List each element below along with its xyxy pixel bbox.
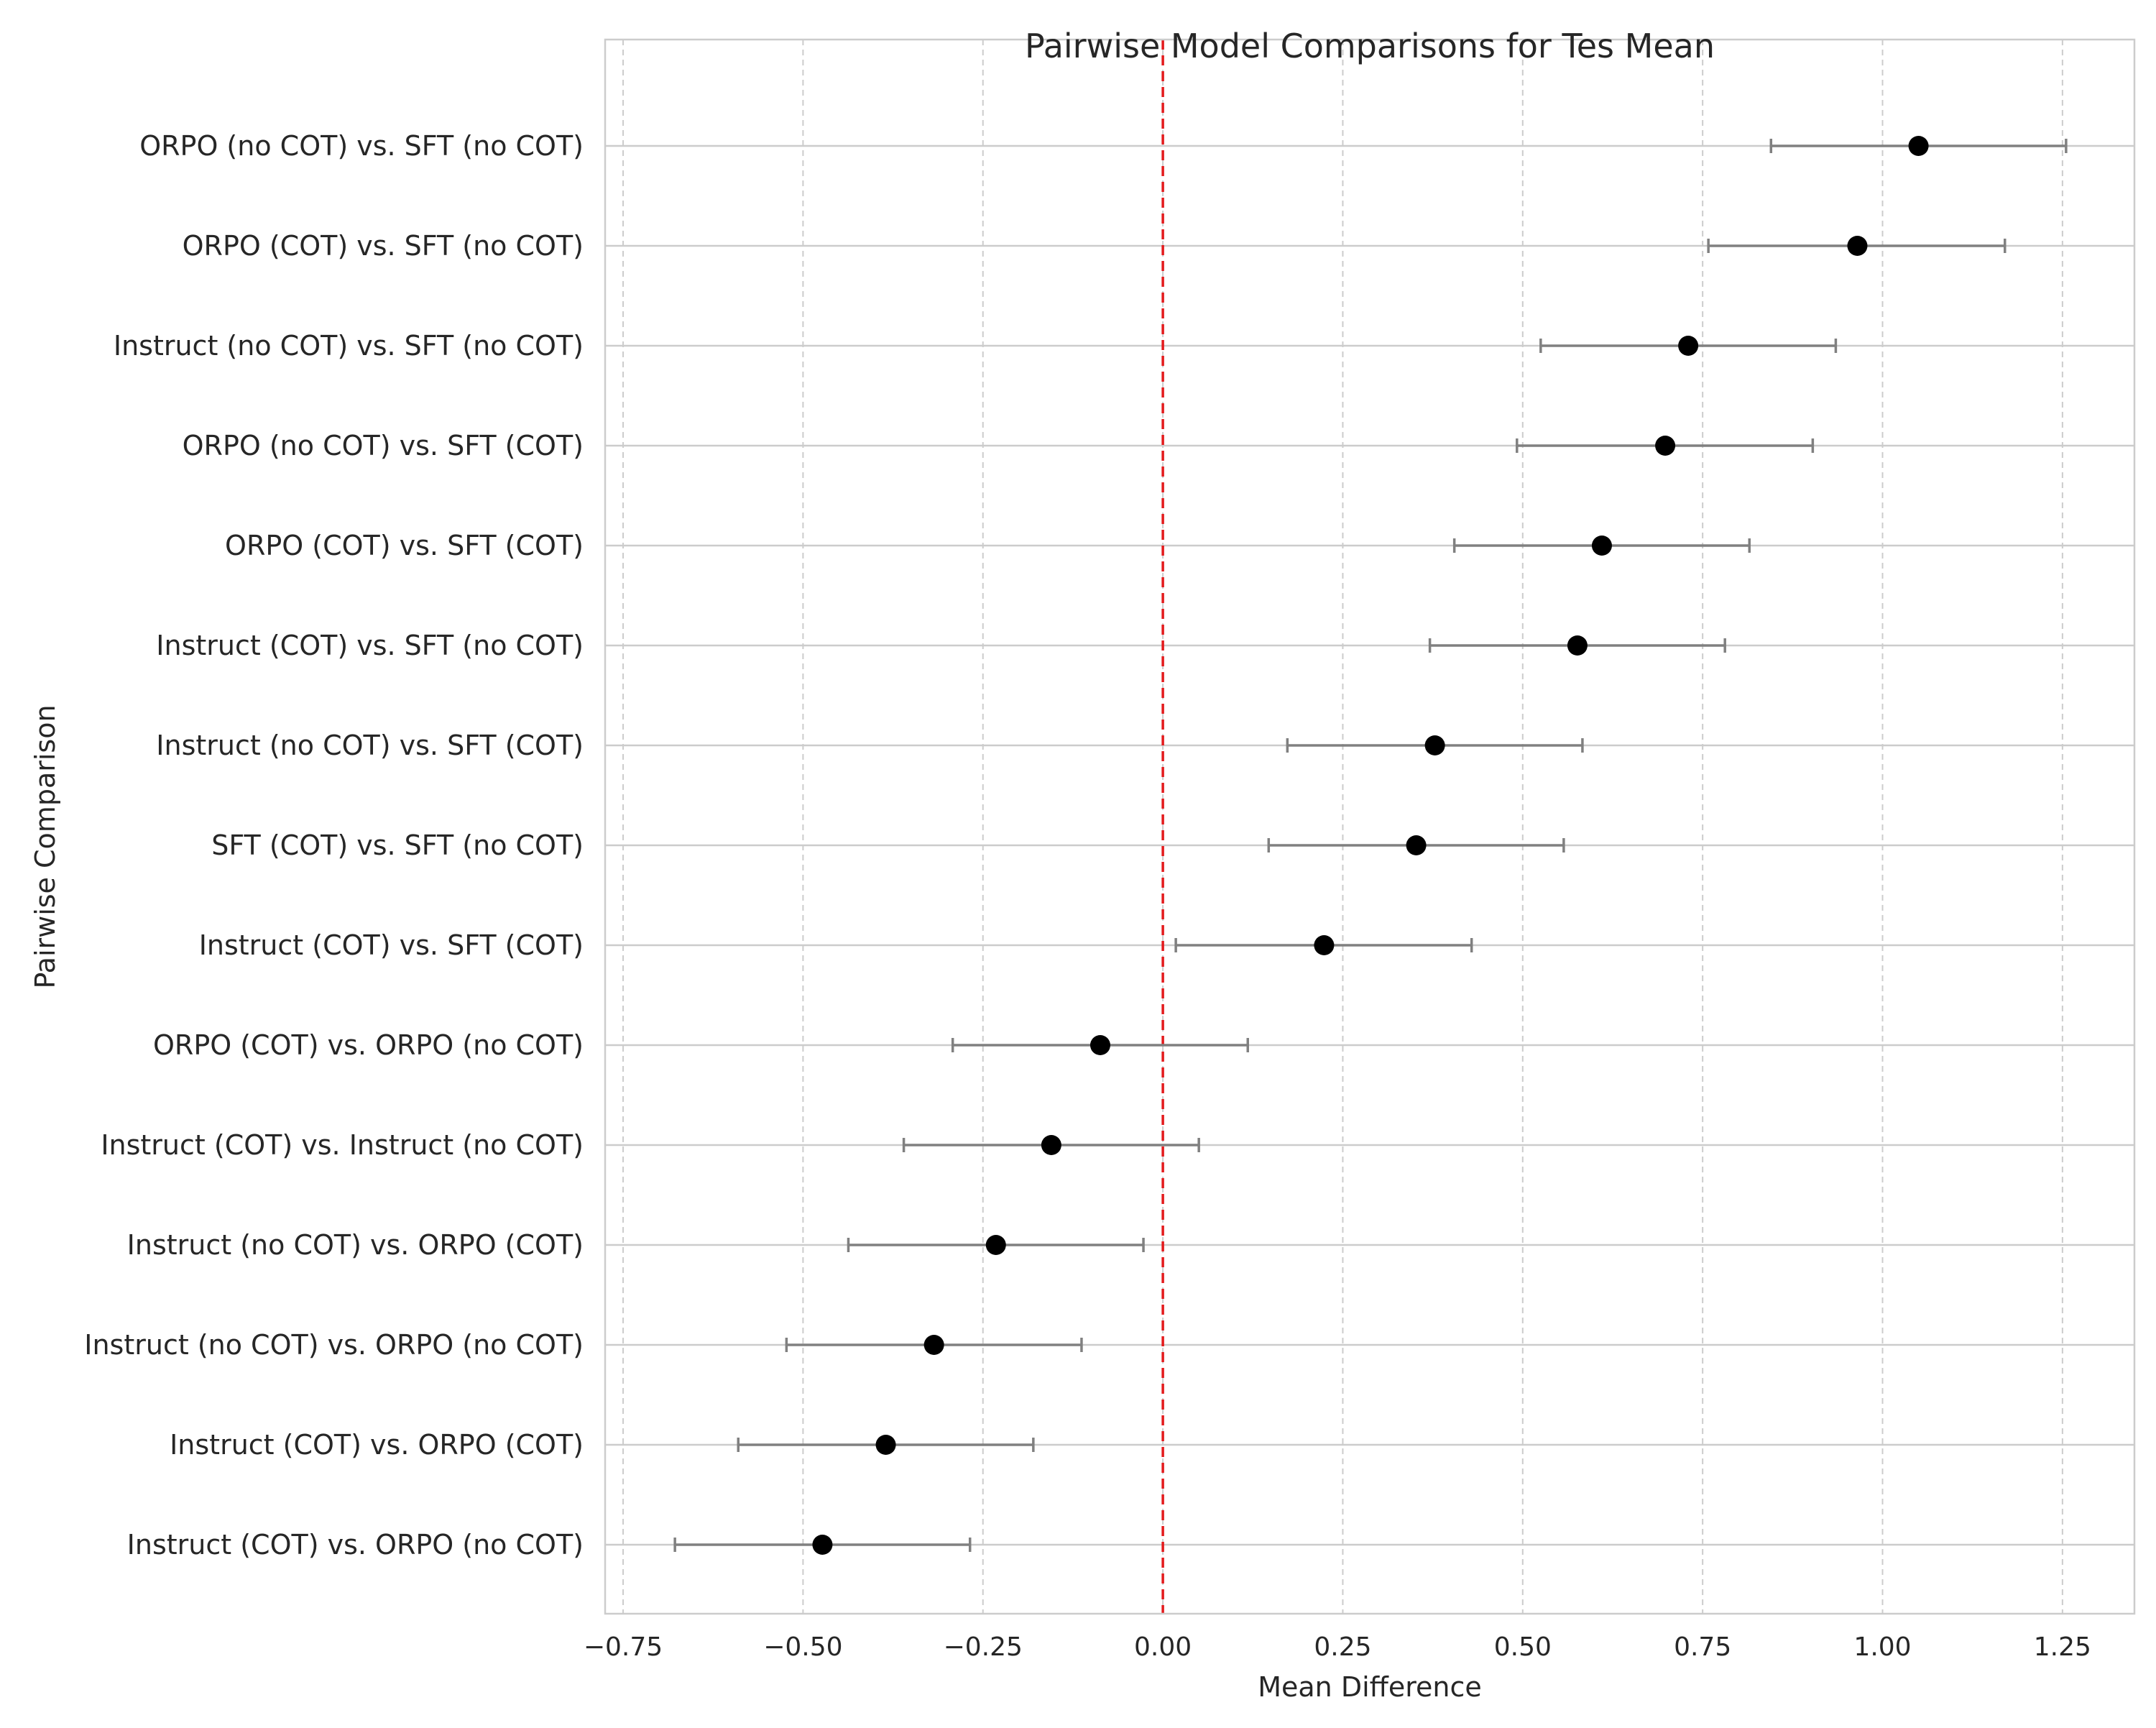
data-point	[812, 1535, 833, 1555]
y-tick-label: ORPO (no COT) vs. SFT (no COT)	[139, 130, 584, 162]
data-layer	[673, 136, 2068, 1555]
x-tick-label: 0.50	[1494, 1632, 1552, 1662]
data-point	[1678, 336, 1699, 356]
data-point	[1591, 536, 1612, 556]
y-tick-label: ORPO (COT) vs. ORPO (no COT)	[153, 1029, 584, 1061]
x-tick-label: 0.75	[1674, 1632, 1731, 1662]
y-tick-label: ORPO (COT) vs. SFT (no COT)	[183, 230, 584, 262]
data-point	[923, 1335, 944, 1355]
y-tick-label: ORPO (no COT) vs. SFT (COT)	[183, 430, 584, 461]
data-point	[1847, 236, 1868, 256]
y-tick-label: Instruct (COT) vs. Instruct (no COT)	[101, 1129, 584, 1161]
data-point	[875, 1435, 896, 1455]
x-tick-label: 1.25	[2034, 1632, 2091, 1662]
chart-title: Pairwise Model Comparisons for Tes Mean	[1025, 27, 1715, 65]
y-tick-label: Instruct (COT) vs. ORPO (COT)	[170, 1429, 584, 1461]
y-tick-label: SFT (COT) vs. SFT (no COT)	[211, 829, 584, 861]
x-axis-label: Mean Difference	[1258, 1671, 1482, 1703]
x-tick-label: 1.00	[1853, 1632, 1911, 1662]
x-tick-label: 0.25	[1314, 1632, 1371, 1662]
label-layer: −0.75 −0.50 −0.25 0.00 0.25 0.50 0.75 1.00 1.25 O…	[84, 130, 2091, 1662]
x-tick-label: −0.75	[584, 1632, 663, 1662]
y-tick-label: Instruct (COT) vs. ORPO (no COT)	[127, 1529, 584, 1561]
y-tick-label: Instruct (no COT) vs. ORPO (COT)	[127, 1229, 584, 1261]
x-tick-label: −0.50	[763, 1632, 842, 1662]
x-tick-label: 0.00	[1134, 1632, 1192, 1662]
y-tick-label: ORPO (COT) vs. SFT (COT)	[225, 530, 584, 561]
x-tick-label: −0.25	[944, 1632, 1023, 1662]
grid-layer	[605, 40, 2134, 1614]
data-point	[985, 1235, 1006, 1255]
y-tick-label: Instruct (COT) vs. SFT (no COT)	[156, 630, 584, 661]
data-point	[1655, 436, 1676, 456]
data-point	[1406, 835, 1427, 855]
y-tick-label: Instruct (COT) vs. SFT (COT)	[199, 929, 584, 961]
axes-frame	[604, 38, 2136, 1615]
data-point	[1908, 136, 1929, 156]
y-tick-label: Instruct (no COT) vs. ORPO (no COT)	[84, 1329, 584, 1361]
data-point	[1089, 1035, 1110, 1055]
data-point	[1314, 935, 1335, 955]
y-tick-label: Instruct (no COT) vs. SFT (no COT)	[114, 330, 584, 362]
data-point	[1041, 1135, 1061, 1155]
y-tick-label: Instruct (no COT) vs. SFT (COT)	[156, 730, 584, 761]
data-point	[1424, 735, 1445, 755]
data-point	[1567, 635, 1588, 656]
y-axis-label: Pairwise Comparison	[29, 704, 61, 988]
